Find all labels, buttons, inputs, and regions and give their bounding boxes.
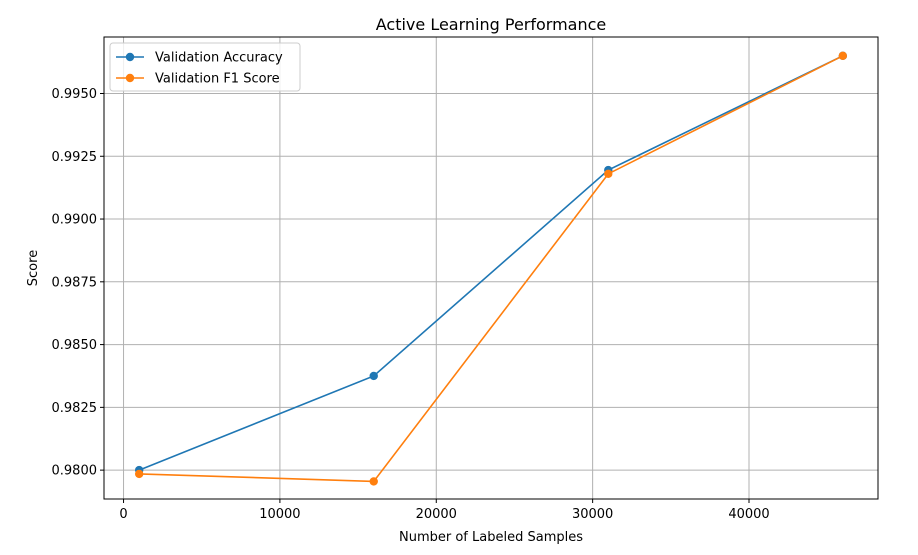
plot-frame (103, 36, 879, 500)
y-axis: 0.9800 0.9825 0.9850 0.9875 0.9900 0.9925 0.99… (52, 87, 104, 479)
legend-label: Validation Accuracy (155, 51, 283, 66)
legend: Validation Accuracy Validation F1 Score (109, 42, 301, 92)
x-tick-label: 40000 (728, 507, 769, 522)
y-tick-label: 0.9800 (52, 464, 98, 479)
y-tick-label: 0.9950 (52, 87, 98, 102)
x-tick-label: 0 (119, 507, 127, 522)
data-point-series-2 (369, 477, 378, 486)
series-line-1 (138, 55, 844, 471)
data-point-series-2 (604, 169, 613, 179)
data-point-series-2 (838, 51, 848, 61)
y-tick-label: 0.9925 (52, 150, 98, 165)
y-tick-label: 0.9900 (52, 213, 98, 228)
legend-swatch-marker (125, 73, 135, 83)
x-tick-label: 10000 (259, 507, 300, 522)
chart-title: Active Learning Performance (376, 15, 607, 34)
y-axis-label: Score (26, 250, 41, 286)
x-axis-label: Number of Labeled Samples (399, 530, 583, 545)
data-point-series-2 (134, 469, 144, 479)
legend-box (109, 42, 301, 92)
series-group (134, 51, 848, 486)
grid-lines (104, 37, 878, 499)
x-tick-label: 20000 (416, 507, 457, 522)
legend-label: Validation F1 Score (155, 72, 280, 87)
x-tick-label: 30000 (572, 507, 613, 522)
x-axis: 0 10000 20000 30000 40000 (119, 499, 770, 522)
legend-swatch-marker (125, 52, 135, 62)
y-tick-label: 0.9825 (52, 401, 98, 416)
y-tick-label: 0.9850 (52, 338, 98, 353)
y-tick-label: 0.9875 (52, 275, 98, 290)
series-line-2 (139, 55, 844, 483)
data-point-series-1 (369, 371, 378, 381)
